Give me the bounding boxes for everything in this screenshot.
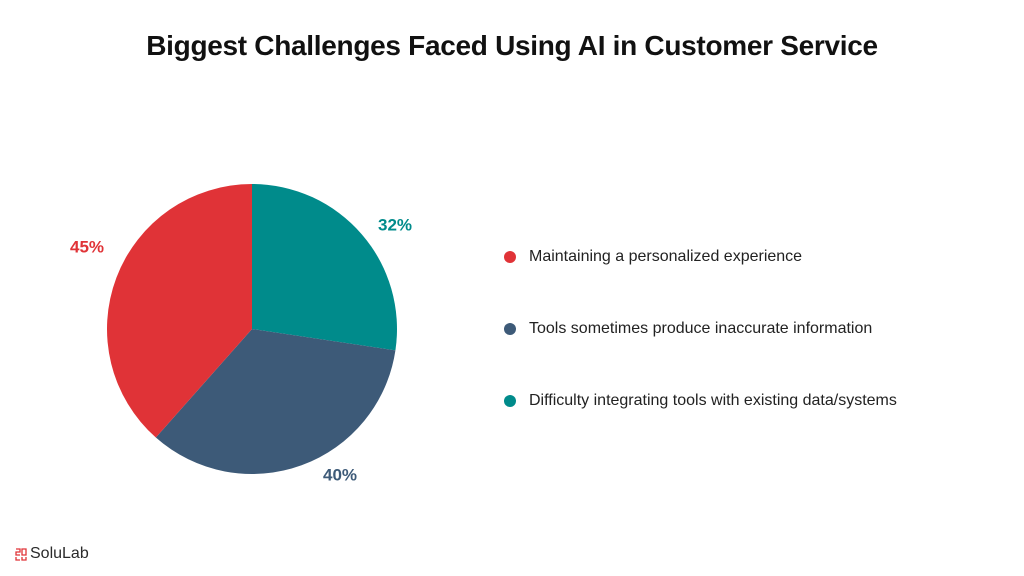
chart-title: Biggest Challenges Faced Using AI in Cus… [146, 30, 878, 61]
legend-dot [504, 251, 516, 263]
legend-dot [504, 323, 516, 335]
legend-dot [504, 395, 516, 407]
legend-item-personalized: Maintaining a personalized experience [504, 244, 897, 270]
pie-value-labels: 32% 40% 45% [70, 215, 412, 484]
brand-footer: SoluLab [15, 545, 89, 563]
brand-name: SoluLab [30, 545, 89, 562]
legend-item-inaccurate: Tools sometimes produce inaccurate infor… [504, 316, 897, 342]
value-label-integrating: 32% [378, 215, 412, 234]
slice-inaccurate [155, 329, 396, 474]
value-label-personalized: 45% [70, 237, 104, 256]
slice-integrating [252, 184, 398, 351]
pie-slices [107, 184, 398, 474]
solulab-logo-icon [15, 548, 27, 561]
legend-label: Difficulty integrating tools with existi… [529, 392, 897, 409]
legend-label: Maintaining a personalized experience [529, 248, 803, 265]
legend: Maintaining a personalized experience To… [504, 244, 897, 460]
legend-label: Tools sometimes produce inaccurate infor… [529, 320, 873, 337]
legend-item-integrating: Difficulty integrating tools with existi… [504, 388, 897, 414]
slice-personalized [107, 184, 252, 438]
value-label-inaccurate: 40% [323, 465, 357, 484]
